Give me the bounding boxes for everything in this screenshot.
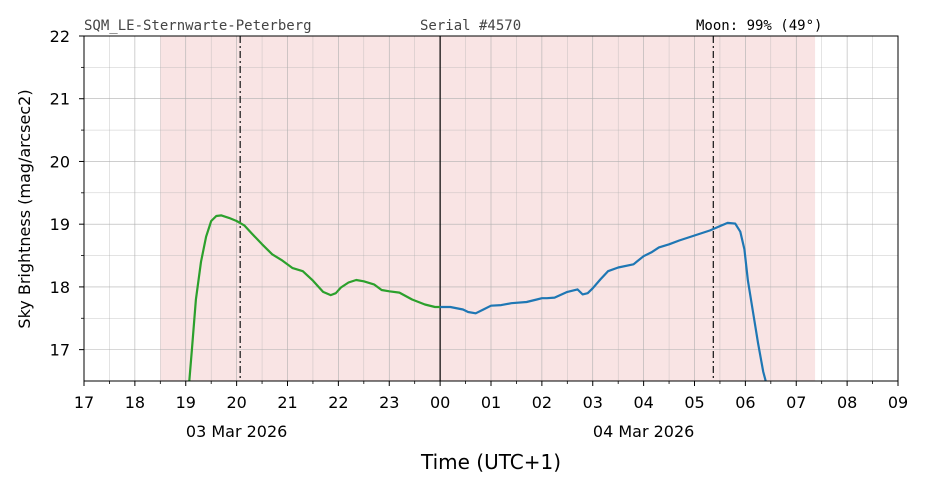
x-tick-label: 08 xyxy=(837,393,857,412)
x-tick-label: 05 xyxy=(684,393,704,412)
y-tick-label: 19 xyxy=(50,215,70,234)
y-tick-label: 21 xyxy=(50,90,70,109)
x-tick-label: 03 xyxy=(583,393,603,412)
y-tick-label: 17 xyxy=(50,341,70,360)
x-tick-label: 23 xyxy=(379,393,399,412)
evening-series-line xyxy=(188,214,441,381)
station-name: SQM_LE-Sternwarte-Peterberg xyxy=(84,18,312,34)
morning-series-line xyxy=(440,221,767,381)
x-tick-label: 04 xyxy=(633,393,653,412)
x-tick-label: 20 xyxy=(226,393,246,412)
date-label: 04 Mar 2026 xyxy=(593,422,694,441)
y-tick-label: 22 xyxy=(50,27,70,46)
night-band xyxy=(160,36,816,381)
x-tick-label: 18 xyxy=(125,393,145,412)
x-tick-label: 22 xyxy=(328,393,348,412)
plot-area: 17 18 19 20 21 22 23 00 01 02 03 04 05 06 07 08 09 17 18 19… xyxy=(50,27,909,441)
x-tick-label: 17 xyxy=(74,393,94,412)
x-tick-label: 21 xyxy=(277,393,297,412)
y-tick-label: 18 xyxy=(50,278,70,297)
x-tick-label: 19 xyxy=(176,393,196,412)
x-tick-label: 02 xyxy=(532,393,552,412)
date-label: 03 Mar 2026 xyxy=(186,422,287,441)
y-axis-label: Sky Brightness (mag/arcsec2) xyxy=(15,89,34,328)
x-axis-label: Time (UTC+1) xyxy=(420,450,561,474)
moon-info: Moon: 99% (49°) xyxy=(696,18,822,34)
x-tick-label: 00 xyxy=(430,393,450,412)
x-tick-label: 06 xyxy=(735,393,755,412)
serial-number: Serial #4570 xyxy=(420,18,521,34)
x-tick-label: 09 xyxy=(888,393,908,412)
y-tick-label: 20 xyxy=(50,152,70,171)
x-tick-label: 07 xyxy=(786,393,806,412)
x-tick-label: 01 xyxy=(481,393,501,412)
